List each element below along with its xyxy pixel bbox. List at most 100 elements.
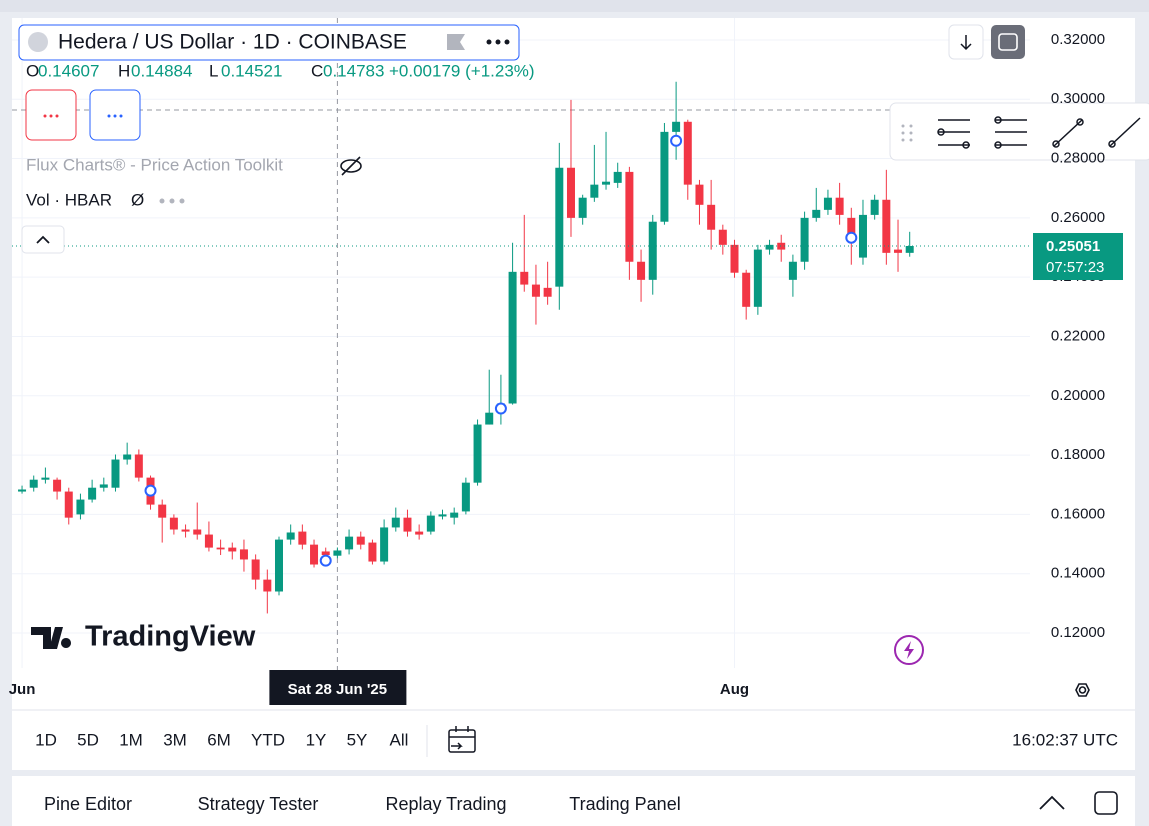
candle-body xyxy=(450,512,459,518)
candle-body xyxy=(251,559,260,580)
legend-key: H xyxy=(118,61,130,80)
candle-body xyxy=(648,221,657,280)
collapse-button[interactable] xyxy=(21,225,65,254)
candle-body xyxy=(520,271,529,285)
candle-body xyxy=(415,531,424,535)
calendar-icon[interactable] xyxy=(448,726,476,753)
candle-body xyxy=(847,217,856,242)
candle-body xyxy=(368,542,377,562)
lightning-button[interactable] xyxy=(894,635,924,665)
crosshair-label-box xyxy=(269,670,407,705)
panel-tab[interactable]: Trading Panel xyxy=(569,794,680,814)
candle-body xyxy=(228,547,237,552)
dots xyxy=(43,114,59,118)
candle-body xyxy=(894,249,903,253)
settings-icon[interactable] xyxy=(1075,683,1090,697)
signal-marker xyxy=(845,231,858,244)
candle-body xyxy=(88,487,97,500)
candle-body xyxy=(485,412,494,425)
candle-body xyxy=(882,199,891,253)
dots xyxy=(159,198,185,204)
candle-body xyxy=(578,197,587,218)
candle-body xyxy=(730,244,739,273)
range-button[interactable]: 1D xyxy=(35,730,57,749)
range-button[interactable]: All xyxy=(390,730,409,749)
maximize-icon[interactable] xyxy=(1094,791,1118,815)
range-button[interactable]: 1M xyxy=(119,730,143,749)
candle-body xyxy=(53,479,62,492)
candle-body xyxy=(134,454,143,478)
candle-body xyxy=(310,544,319,565)
panel-tab[interactable]: Strategy Tester xyxy=(198,794,319,814)
candle-body xyxy=(111,459,120,488)
candle-body xyxy=(905,246,914,253)
candle-body xyxy=(590,184,599,198)
candle-body xyxy=(461,482,470,512)
candle-body xyxy=(216,547,225,550)
candle-body xyxy=(239,549,248,560)
range-button[interactable]: 1Y xyxy=(306,730,327,749)
range-button[interactable]: 5Y xyxy=(347,730,368,749)
legend-change: +0.00179 (+1.23%) xyxy=(389,61,535,80)
legend-key: O xyxy=(26,61,39,80)
symbol-box[interactable] xyxy=(18,24,520,61)
candle-body xyxy=(321,551,330,556)
chevron-up[interactable] xyxy=(1039,795,1065,810)
bottom-panel xyxy=(12,776,1135,826)
candle-body xyxy=(858,214,867,258)
x-tick-label: Jun xyxy=(9,681,36,698)
hidden-icon[interactable] xyxy=(340,156,362,176)
clock: 16:02:37 UTC xyxy=(1012,730,1118,749)
legend-close: 0.14783 xyxy=(323,61,384,80)
fullscreen-button[interactable] xyxy=(991,25,1025,59)
candle-body xyxy=(169,517,178,530)
candle-body xyxy=(800,217,809,262)
logo-text: TradingView xyxy=(85,621,256,653)
candle-body xyxy=(543,287,552,297)
candle-body xyxy=(742,272,751,307)
candle-body xyxy=(298,531,307,545)
candle-body xyxy=(753,249,762,307)
candle-body xyxy=(345,536,354,550)
arrow-down xyxy=(960,35,972,51)
tool-icons[interactable] xyxy=(937,116,1141,149)
y-tick-label: 0.18000 xyxy=(1051,446,1105,463)
x-tick-label: Aug xyxy=(720,681,749,698)
candle-body xyxy=(473,424,482,483)
legend-high: 0.14884 xyxy=(131,61,192,80)
candle-body xyxy=(158,504,167,518)
candle-body xyxy=(356,536,365,545)
fullscreen-icon xyxy=(998,33,1018,51)
signal-marker xyxy=(319,554,332,567)
dots xyxy=(107,114,123,118)
more-icon[interactable] xyxy=(486,39,510,45)
volume-value: Ø xyxy=(131,190,144,209)
panel-tab[interactable]: Replay Trading xyxy=(385,794,506,814)
range-button[interactable]: 6M xyxy=(207,730,231,749)
panel-tab[interactable]: Pine Editor xyxy=(44,794,132,814)
y-tick-label: 0.14000 xyxy=(1051,565,1105,582)
range-button[interactable]: 5D xyxy=(77,730,99,749)
y-tick-label: 0.30000 xyxy=(1051,90,1105,107)
candle-body xyxy=(718,229,727,245)
candle-body xyxy=(391,517,400,528)
y-tick-label: 0.20000 xyxy=(1051,387,1105,404)
candle-body xyxy=(823,197,832,210)
candle-body xyxy=(531,284,540,297)
y-tick-label: 0.28000 xyxy=(1051,150,1105,167)
range-button[interactable]: YTD xyxy=(251,730,285,749)
flag-icon xyxy=(447,34,465,50)
candle-body xyxy=(18,489,27,492)
range-button[interactable]: 3M xyxy=(163,730,187,749)
countdown: 07:57:23 xyxy=(1046,259,1104,276)
candle-body xyxy=(181,529,190,532)
candle-body xyxy=(625,171,634,262)
candle-body xyxy=(286,532,295,540)
candle-body xyxy=(613,171,622,183)
logo-mark xyxy=(31,627,72,649)
candle-body xyxy=(835,197,844,215)
price-label-box xyxy=(1033,233,1123,281)
panel-tabs: Pine Editor Strategy Tester Replay Trading… xyxy=(44,794,681,814)
